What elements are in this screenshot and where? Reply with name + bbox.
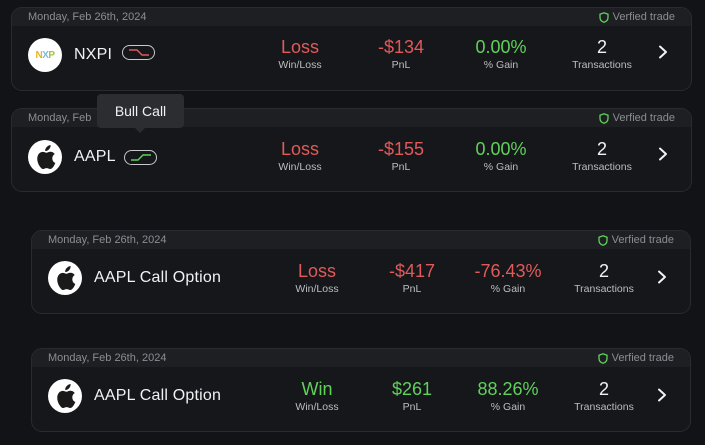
verified-trade-label: Verfied trade (611, 352, 674, 364)
transactions-stat: 2 Transactions (557, 138, 647, 173)
transactions-stat: 2 Transactions (559, 378, 649, 413)
trade-date: Monday, Feb 26th, 2024 (48, 352, 167, 364)
verified-trade-label: Verfied trade (611, 234, 674, 246)
gain-stat: -76.43% % Gain (463, 260, 553, 295)
verified-trade-label: Verfied trade (612, 112, 675, 124)
apple-logo (48, 261, 82, 295)
gain-value: 0.00% (475, 37, 527, 57)
result-label: Win/Loss (278, 161, 322, 173)
gain-value: -76.43% (474, 261, 542, 281)
verified-trade-label: Verfied trade (612, 11, 675, 23)
result-label: Win/Loss (278, 59, 322, 71)
pnl-label: PnL (402, 401, 422, 413)
ticker-symbol: NXPI (74, 46, 113, 63)
pnl-label: PnL (391, 59, 411, 71)
transactions-value: 2 (598, 379, 609, 399)
pnl-value: -$134 (377, 37, 425, 57)
pnl-value: $261 (391, 379, 433, 399)
transactions-value: 2 (598, 261, 609, 281)
pnl-stat: -$417 PnL (367, 260, 457, 295)
transactions-stat: 2 Transactions (559, 260, 649, 295)
result-stat: Win Win/Loss (272, 378, 362, 413)
verified-trade-badge: Verfied trade (597, 234, 674, 246)
shield-check-icon (597, 234, 608, 246)
pnl-value: -$155 (377, 139, 425, 159)
trade-card-aapl-call-loss[interactable]: Monday, Feb 26th, 2024 Verfied trade AAP… (31, 230, 691, 314)
chevron-right-icon[interactable] (656, 147, 670, 161)
pnl-label: PnL (391, 161, 411, 173)
trade-date: Monday, Feb 26th, 2024 (48, 234, 167, 246)
verified-trade-badge: Verfied trade (598, 11, 675, 23)
strategy-tooltip: Bull Call (97, 94, 184, 133)
pnl-stat: -$155 PnL (356, 138, 446, 173)
shield-check-icon (597, 352, 608, 364)
chevron-right-icon[interactable] (655, 270, 669, 284)
ticker-symbol: AAPL Call Option (94, 387, 222, 404)
gain-value: 88.26% (477, 379, 539, 399)
trade-card-header (12, 8, 691, 26)
gain-label: % Gain (483, 161, 519, 173)
result-value: Loss (297, 261, 337, 281)
bull-call-strategy-icon[interactable] (124, 150, 157, 165)
result-stat: Loss Win/Loss (272, 260, 362, 295)
gain-stat: 88.26% % Gain (463, 378, 553, 413)
transactions-stat: 2 Transactions (557, 36, 647, 71)
pnl-stat: -$134 PnL (356, 36, 446, 71)
gain-label: % Gain (490, 401, 526, 413)
chevron-right-icon[interactable] (656, 45, 670, 59)
trade-date: Monday, Feb 26th, 2024 (28, 11, 147, 23)
apple-logo (48, 379, 82, 413)
result-stat: Loss Win/Loss (255, 138, 345, 173)
ticker-symbol: AAPL Call Option (94, 269, 222, 286)
trade-card-header (32, 231, 690, 249)
pnl-stat: $261 PnL (367, 378, 457, 413)
result-value: Loss (280, 37, 320, 57)
result-value: Loss (280, 139, 320, 159)
shield-check-icon (598, 112, 609, 124)
trade-card-aapl[interactable]: Monday, Feb Verfied trade AAPL Loss Win/… (11, 108, 692, 192)
transactions-label: Transactions (572, 161, 632, 173)
trade-date: Monday, Feb (28, 112, 92, 124)
pnl-label: PnL (402, 283, 422, 295)
gain-stat: 0.00% % Gain (456, 138, 546, 173)
gain-value: 0.00% (475, 139, 527, 159)
transactions-label: Transactions (572, 59, 632, 71)
apple-logo (28, 140, 62, 174)
result-label: Win/Loss (295, 283, 339, 295)
trade-card-aapl-call-win[interactable]: Monday, Feb 26th, 2024 Verfied trade AAP… (31, 348, 691, 432)
chevron-right-icon[interactable] (655, 388, 669, 402)
bear-strategy-icon[interactable] (122, 45, 155, 60)
gain-label: % Gain (490, 283, 526, 295)
ticker-symbol: AAPL (74, 148, 116, 165)
gain-stat: 0.00% % Gain (456, 36, 546, 71)
transactions-label: Transactions (574, 401, 634, 413)
result-label: Win/Loss (295, 401, 339, 413)
result-value: Win (301, 379, 333, 399)
transactions-label: Transactions (574, 283, 634, 295)
verified-trade-badge: Verfied trade (597, 352, 674, 364)
verified-trade-badge: Verfied trade (598, 112, 675, 124)
trade-card-header (32, 349, 690, 367)
transactions-value: 2 (596, 139, 607, 159)
shield-check-icon (598, 11, 609, 23)
pnl-value: -$417 (388, 261, 436, 281)
transactions-value: 2 (596, 37, 607, 57)
result-stat: Loss Win/Loss (255, 36, 345, 71)
gain-label: % Gain (483, 59, 519, 71)
